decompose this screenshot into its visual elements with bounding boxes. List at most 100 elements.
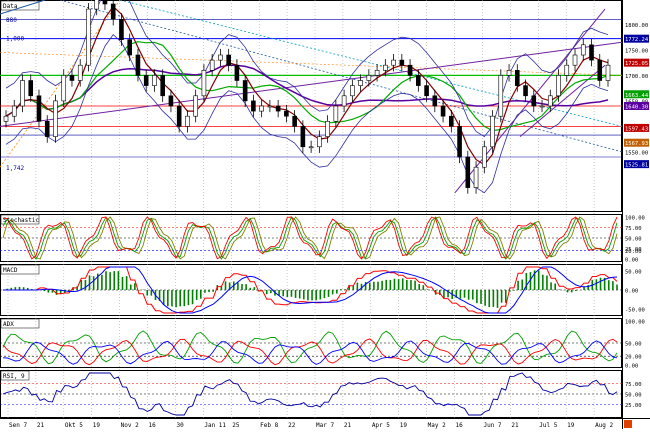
candle-body xyxy=(242,80,248,102)
adx-axis-label: 0.00 xyxy=(625,364,638,370)
candle-body xyxy=(407,64,413,76)
indicator-series xyxy=(0,216,622,416)
x-tick-label: 21 xyxy=(511,422,519,429)
candle-body xyxy=(391,59,396,66)
candle-body xyxy=(300,126,306,148)
x-tick-label: 16 xyxy=(456,422,464,429)
candle-body xyxy=(399,59,405,66)
candle-body xyxy=(350,85,355,97)
stoch-k-line xyxy=(2,216,618,260)
candle-body xyxy=(432,95,438,107)
candle-body xyxy=(20,80,25,107)
bollinger-upper-line xyxy=(5,0,609,138)
candle-body xyxy=(589,44,594,61)
candle-body xyxy=(597,59,603,81)
candle-body xyxy=(341,95,347,107)
candle-body xyxy=(539,105,545,108)
candle-body xyxy=(572,54,578,66)
candle-body xyxy=(226,54,231,66)
trendline-purple-rising xyxy=(0,41,623,127)
candle-body xyxy=(86,8,91,66)
candle-body xyxy=(490,115,495,148)
x-tick-label: 21 xyxy=(344,422,352,429)
price-axis-tag xyxy=(624,123,649,132)
stoch-axis-label: 25.00 xyxy=(625,247,642,253)
ma-mid-line xyxy=(5,41,609,132)
candle-body xyxy=(564,64,570,76)
candle-body xyxy=(325,121,330,137)
panel-label-box-price xyxy=(0,0,40,11)
candle-body xyxy=(523,85,528,97)
price-axis-label: 1772.24 xyxy=(625,37,649,43)
candle-body xyxy=(514,70,520,86)
adx-blue-line xyxy=(2,340,618,365)
trendline-dotted-down xyxy=(59,0,623,153)
candle-body xyxy=(449,115,454,127)
stoch-axis-label: 50.00 xyxy=(625,237,642,243)
candle-body xyxy=(333,105,339,122)
candle-body xyxy=(580,44,586,56)
x-tick-label: May 2 xyxy=(428,422,446,429)
panel-label-price: Data xyxy=(3,3,18,10)
stoch-slow-line xyxy=(2,216,618,260)
rsi-axis-label: 25.00 xyxy=(625,403,642,409)
candle-body xyxy=(28,80,34,97)
candle-body xyxy=(308,146,314,149)
candle-body xyxy=(53,100,58,137)
candle-body xyxy=(69,75,75,81)
candle-body xyxy=(284,110,289,117)
price-axis-label: 1700.00 xyxy=(625,74,648,80)
candle-body xyxy=(193,95,198,117)
candle-body xyxy=(176,105,182,127)
candle-body xyxy=(482,146,487,168)
trendline-purple-channel-low xyxy=(519,64,606,137)
candle-body xyxy=(185,115,190,127)
panel-label-box-stoch xyxy=(0,214,40,225)
adx-axis-label: 20.00 xyxy=(625,355,642,361)
price-axis-label: 1567.93 xyxy=(625,141,648,147)
stoch-axis-label: 75.00 xyxy=(625,226,642,232)
x-tick-label: Jun 7 xyxy=(483,422,501,429)
panel-label-adx: ADX xyxy=(3,321,14,328)
macd-signal-line xyxy=(3,266,618,314)
x-tick-label: Aug 2 xyxy=(595,422,613,429)
chart-overlays xyxy=(0,0,623,194)
trendline-top-left xyxy=(0,0,46,15)
ma-long-line xyxy=(5,64,609,117)
candle-body xyxy=(11,105,17,117)
candle-body xyxy=(506,70,512,76)
x-tick-label: Jul 5 xyxy=(539,422,557,429)
candle-body xyxy=(374,70,380,76)
price-left-label-top: 880 xyxy=(6,17,17,24)
candle-body xyxy=(102,0,108,5)
x-tick-label: Feb 8 xyxy=(260,422,278,429)
price-axis-tag xyxy=(624,34,649,43)
stoch-d-line xyxy=(2,216,618,260)
price-axis-tag xyxy=(624,138,649,147)
candle-body xyxy=(366,75,372,81)
candle-body xyxy=(209,59,215,71)
stoch-axis-label: 100.00 xyxy=(625,216,645,222)
corner-box xyxy=(624,420,632,428)
adx-axis-label: 50.00 xyxy=(625,342,642,348)
price-axis-label: 1750.00 xyxy=(625,48,648,54)
adx-green-line xyxy=(2,330,618,365)
stoch-axis-label: 0.00 xyxy=(625,258,638,264)
candle-body xyxy=(358,80,363,86)
price-axis-label: 1597.43 xyxy=(625,126,648,132)
x-tick-label: Jan 11 xyxy=(204,422,226,429)
panel-label-box-macd xyxy=(0,264,40,275)
rsi-axis-label: 75.00 xyxy=(625,382,642,388)
stoch-axis-label: 20.00 xyxy=(625,249,642,255)
x-tick-label: 16 xyxy=(149,422,157,429)
candle-body xyxy=(135,54,141,76)
candle-body xyxy=(416,75,421,86)
candle-body xyxy=(168,95,174,107)
x-tick-label: 19 xyxy=(567,422,575,429)
price-axis-tag xyxy=(624,90,649,99)
price-axis-label: 1663.44 xyxy=(625,93,649,99)
x-tick-label: Nov 2 xyxy=(121,422,139,429)
candle-body xyxy=(110,3,116,20)
panel-label-box-adx xyxy=(0,318,40,329)
